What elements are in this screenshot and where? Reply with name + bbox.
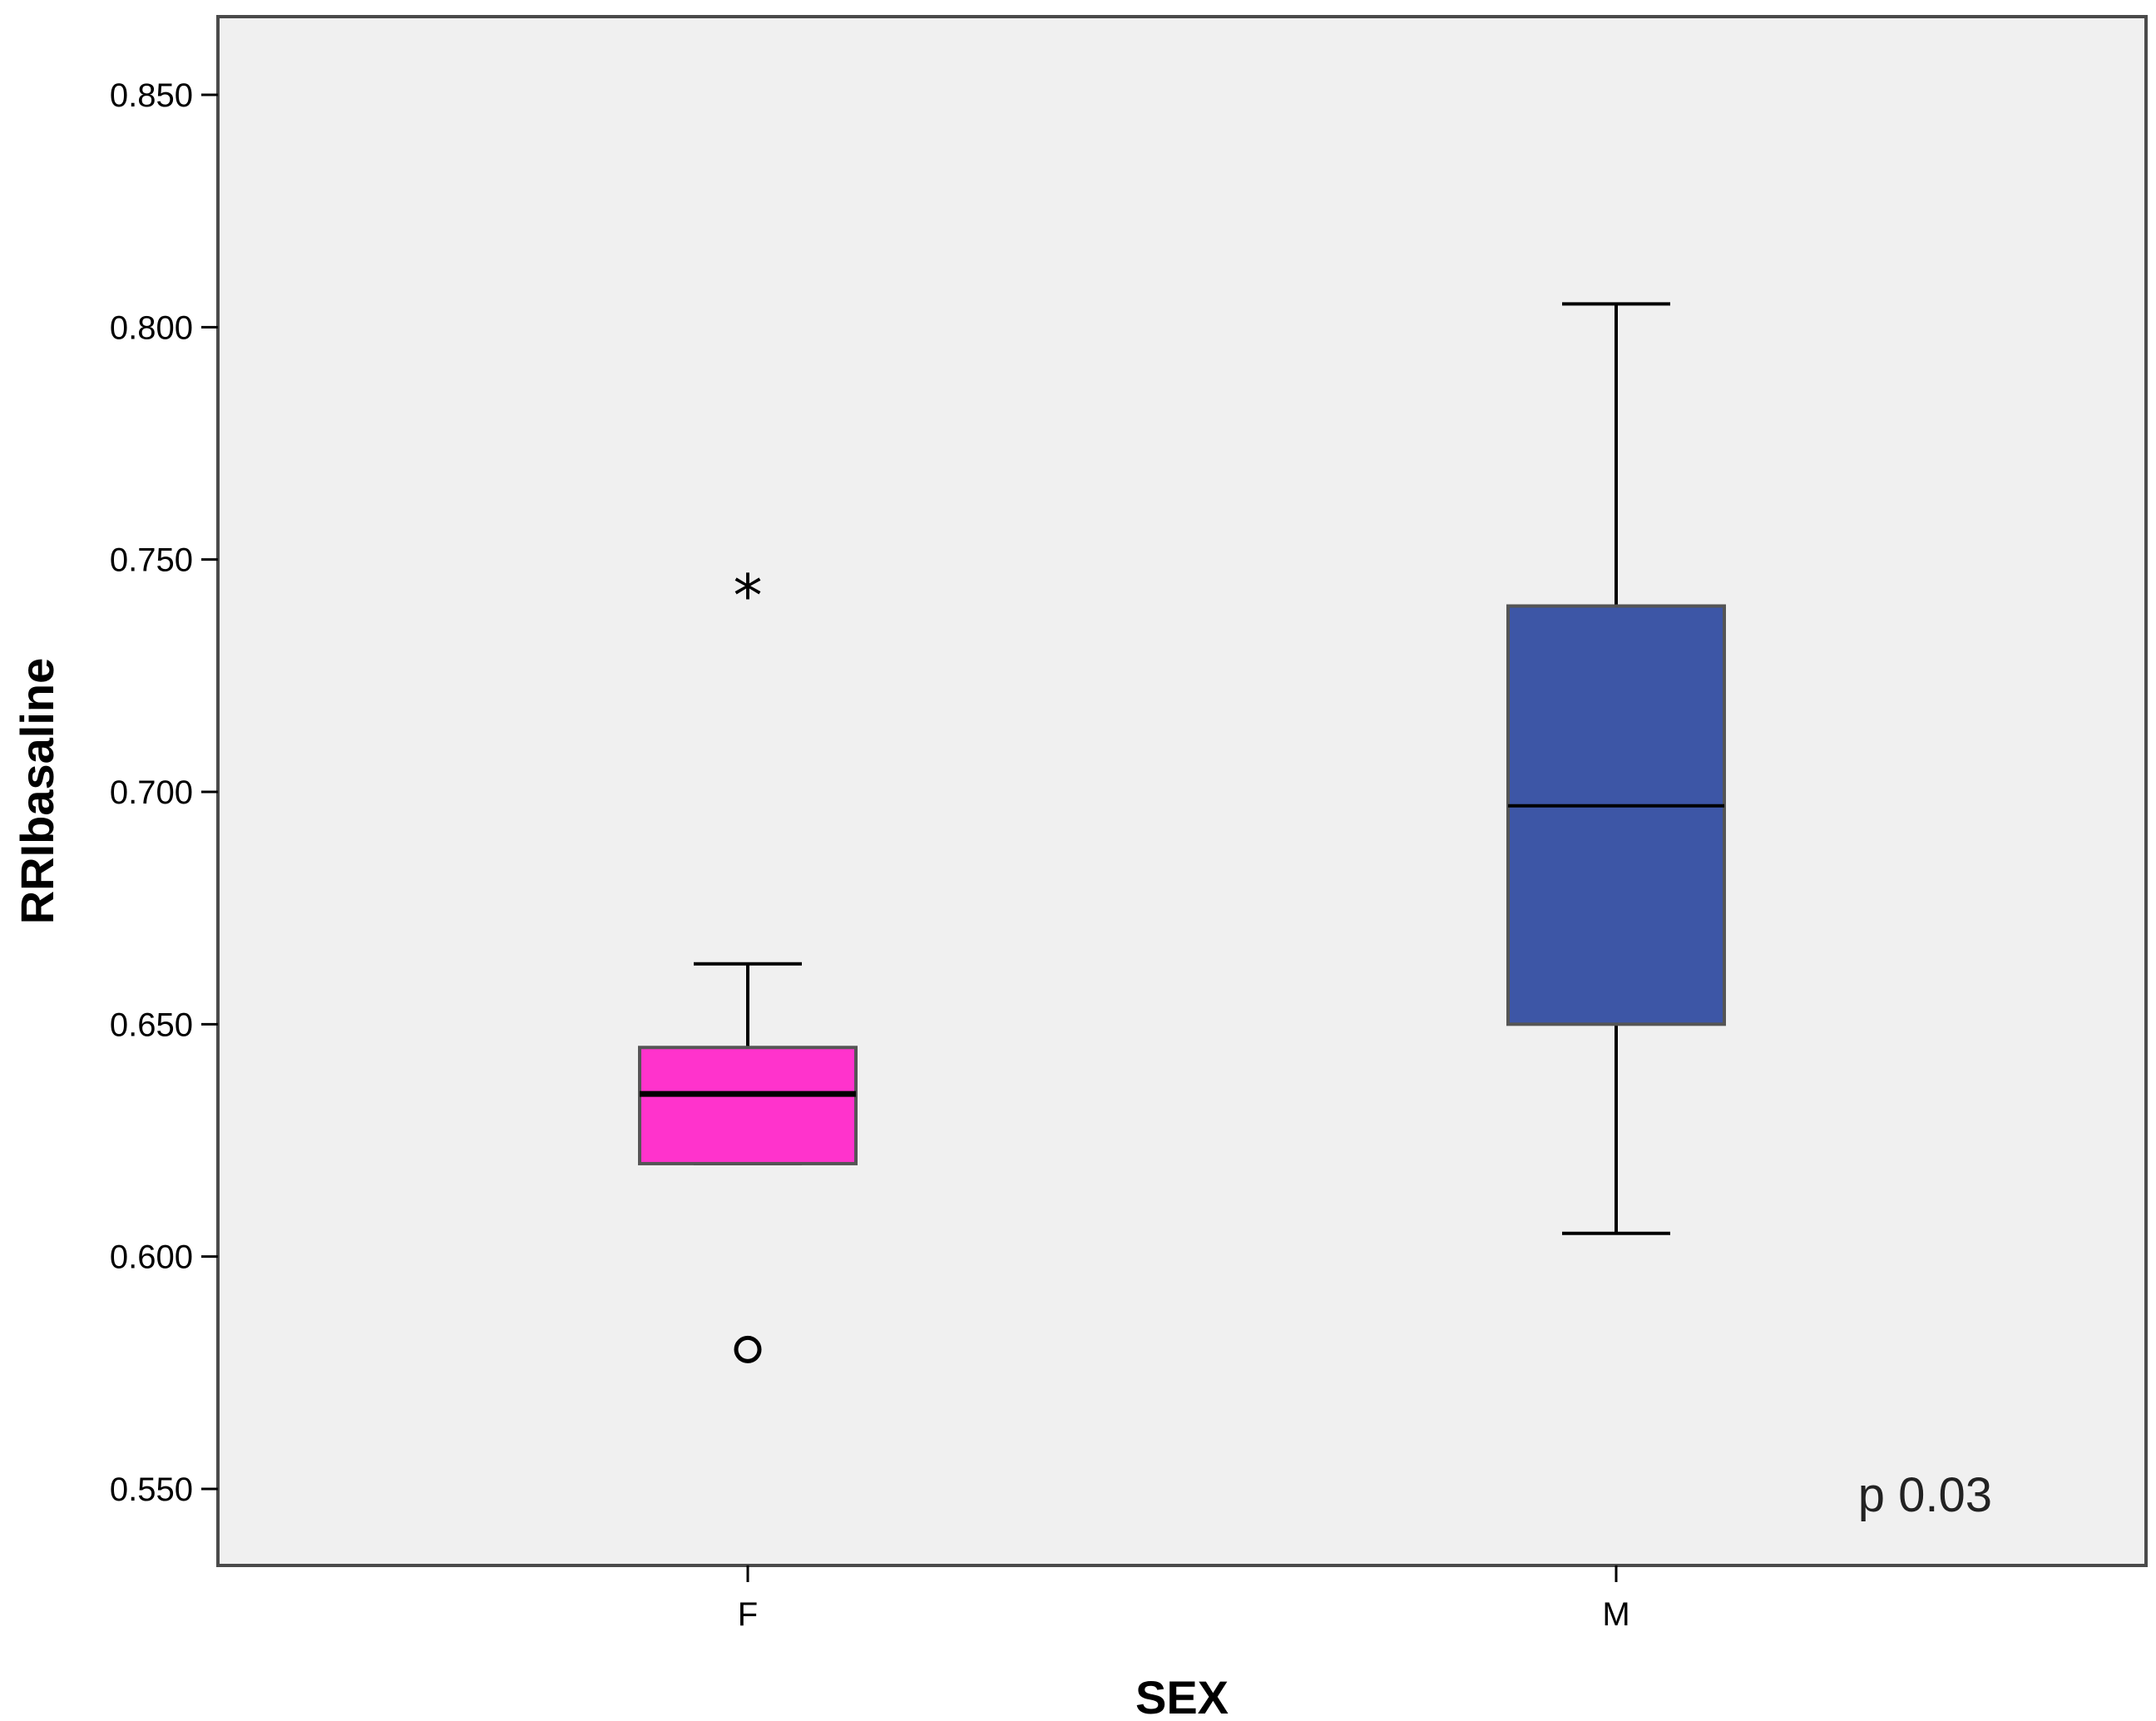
x-tick-label: M: [1602, 1596, 1629, 1633]
y-tick-label: 0.750: [110, 542, 193, 579]
y-axis-title: RRIbasaline: [11, 658, 63, 925]
box-iqr: [638, 1046, 858, 1165]
y-tick-label: 0.850: [110, 77, 193, 114]
y-tick-label: 0.800: [110, 309, 193, 346]
plot-area: [216, 15, 2148, 1567]
y-tick-label: 0.700: [110, 774, 193, 811]
x-axis-title: SEX: [1135, 1671, 1229, 1721]
box-iqr: [1506, 604, 1726, 1026]
outlier-circle: [734, 1335, 762, 1363]
y-tick-label: 0.600: [110, 1239, 193, 1276]
x-tick-label: F: [738, 1596, 758, 1633]
y-tick-label: 0.550: [110, 1471, 193, 1508]
boxes: *: [638, 302, 1726, 1363]
box-M: [1506, 302, 1726, 1235]
box-F: *: [638, 562, 858, 1363]
y-axis: 0.550 0.600 0.650 0.700 0.750 0.800 0.850: [110, 77, 218, 1508]
outlier-star: *: [734, 562, 763, 631]
p-value-annotation: p 0.03: [1858, 1468, 1992, 1522]
y-tick-label: 0.650: [110, 1006, 193, 1043]
